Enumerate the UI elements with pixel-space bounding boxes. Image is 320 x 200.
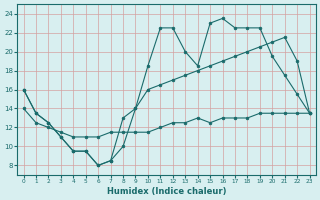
- X-axis label: Humidex (Indice chaleur): Humidex (Indice chaleur): [107, 187, 226, 196]
